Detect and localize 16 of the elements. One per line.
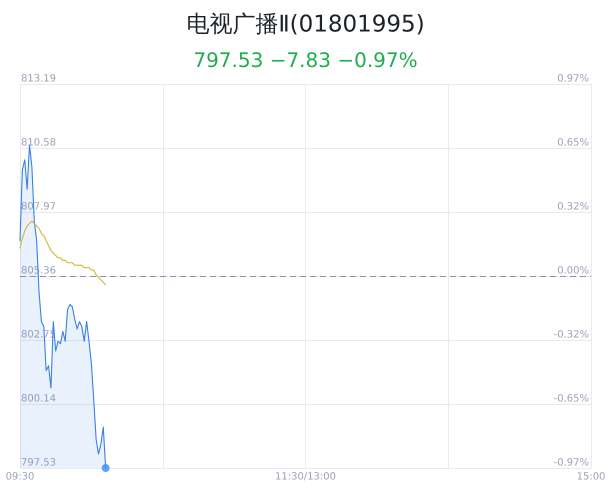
y-tick-label: 810.58 <box>21 138 56 148</box>
y-tick-label: 813.19 <box>21 74 56 84</box>
x-tick-label: 09:30 <box>6 472 34 482</box>
chart-title: 电视广播Ⅱ(01801995) <box>186 12 425 38</box>
y2-tick-label: -0.32% <box>554 329 589 340</box>
y-tick-label: 800.14 <box>21 394 56 404</box>
y-tick-label: 797.53 <box>21 458 56 468</box>
x-tick-label: 15:00 <box>576 472 606 482</box>
x-tick-label: 11:30/13:00 <box>274 472 336 482</box>
y2-tick-label: 0.65% <box>557 137 589 148</box>
y2-tick-label: 0.32% <box>557 202 589 213</box>
y2-tick-label: 0.00% <box>557 266 589 276</box>
chart-subtitle: 797.53 −7.83 −0.97% <box>193 48 418 72</box>
y2-tick-label: -0.65% <box>554 394 589 405</box>
y2-tick-label: 0.97% <box>557 74 589 84</box>
y2-tick-label: -0.97% <box>554 458 589 468</box>
